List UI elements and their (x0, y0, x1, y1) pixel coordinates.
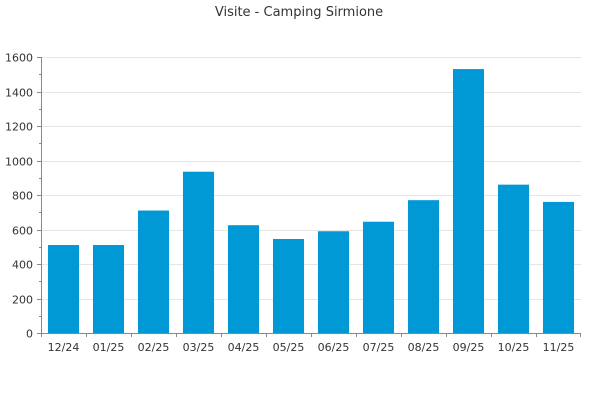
y-axis-ticks: 0 200 400 600 800 1000 1200 1400 1600 (5, 52, 41, 341)
x-tick-label: 04/25 (228, 341, 260, 354)
bar (47, 245, 80, 333)
x-tick-label: 02/25 (138, 341, 170, 354)
bar (227, 225, 260, 333)
x-tick-label: 06/25 (318, 341, 350, 354)
y-tick-label: 1600 (5, 52, 33, 65)
y-tick-label: 800 (12, 190, 33, 203)
bar (272, 238, 305, 333)
bar (92, 245, 125, 333)
y-tick-label: 0 (26, 328, 33, 341)
chart-title: Visite - Camping Sirmione (215, 5, 383, 20)
bar (497, 184, 530, 333)
x-tick-label: 03/25 (183, 341, 215, 354)
y-tick-label: 1200 (5, 121, 33, 134)
bar (407, 200, 440, 333)
grid-lines (41, 57, 581, 300)
x-tick-label: 07/25 (363, 341, 395, 354)
bar (362, 221, 395, 333)
x-tick-label: 08/25 (408, 341, 440, 354)
bar (137, 210, 170, 333)
bar (182, 171, 215, 333)
x-tick-label: 11/25 (543, 341, 575, 354)
y-tick-label: 1000 (5, 156, 33, 169)
x-tick-label: 10/25 (498, 341, 530, 354)
x-tick-label: 01/25 (93, 341, 125, 354)
y-tick-label: 200 (12, 294, 33, 307)
bar (317, 231, 350, 333)
bar (542, 201, 575, 333)
x-tick-label: 12/24 (48, 341, 80, 354)
y-tick-label: 600 (12, 225, 33, 238)
bars (47, 69, 575, 333)
x-axis-ticks: 12/24 01/25 02/25 03/25 04/25 05/25 06/25 07/25… (41, 333, 581, 354)
x-tick-label: 05/25 (273, 341, 305, 354)
x-tick-label: 09/25 (453, 341, 485, 354)
y-tick-label: 1400 (5, 87, 33, 100)
bar (452, 69, 485, 333)
y-tick-label: 400 (12, 259, 33, 272)
